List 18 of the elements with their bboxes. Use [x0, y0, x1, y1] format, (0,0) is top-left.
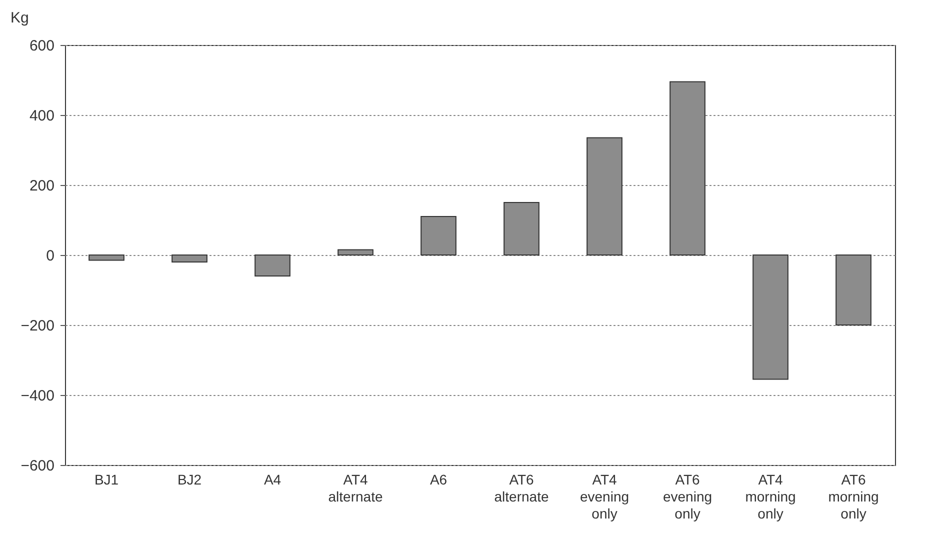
x-tick-label: AT6 alternate — [494, 472, 549, 504]
x-tick-label: BJ1 — [94, 472, 119, 488]
x-tick-label: AT4 evening only — [580, 472, 630, 522]
y-tick-label: 200 — [29, 178, 54, 194]
y-tick-label: 0 — [46, 248, 54, 264]
x-tick-label: AT4 morning only — [745, 472, 796, 522]
y-tick-label: −400 — [20, 388, 54, 404]
x-tick-label: A4 — [264, 472, 282, 488]
x-tick-label: A6 — [430, 472, 448, 488]
y-tick-label: 600 — [29, 38, 54, 54]
y-tick-label: −200 — [20, 318, 54, 334]
y-tick-label: 400 — [29, 108, 54, 124]
y-axis-title: Kg — [10, 10, 29, 26]
x-tick-label: BJ2 — [177, 472, 202, 488]
y-tick-label: −600 — [20, 458, 54, 474]
x-tick-label: AT4 alternate — [328, 472, 383, 504]
x-tick-label: AT6 evening only — [662, 472, 712, 522]
x-tick-label: AT6 morning only — [828, 472, 879, 522]
